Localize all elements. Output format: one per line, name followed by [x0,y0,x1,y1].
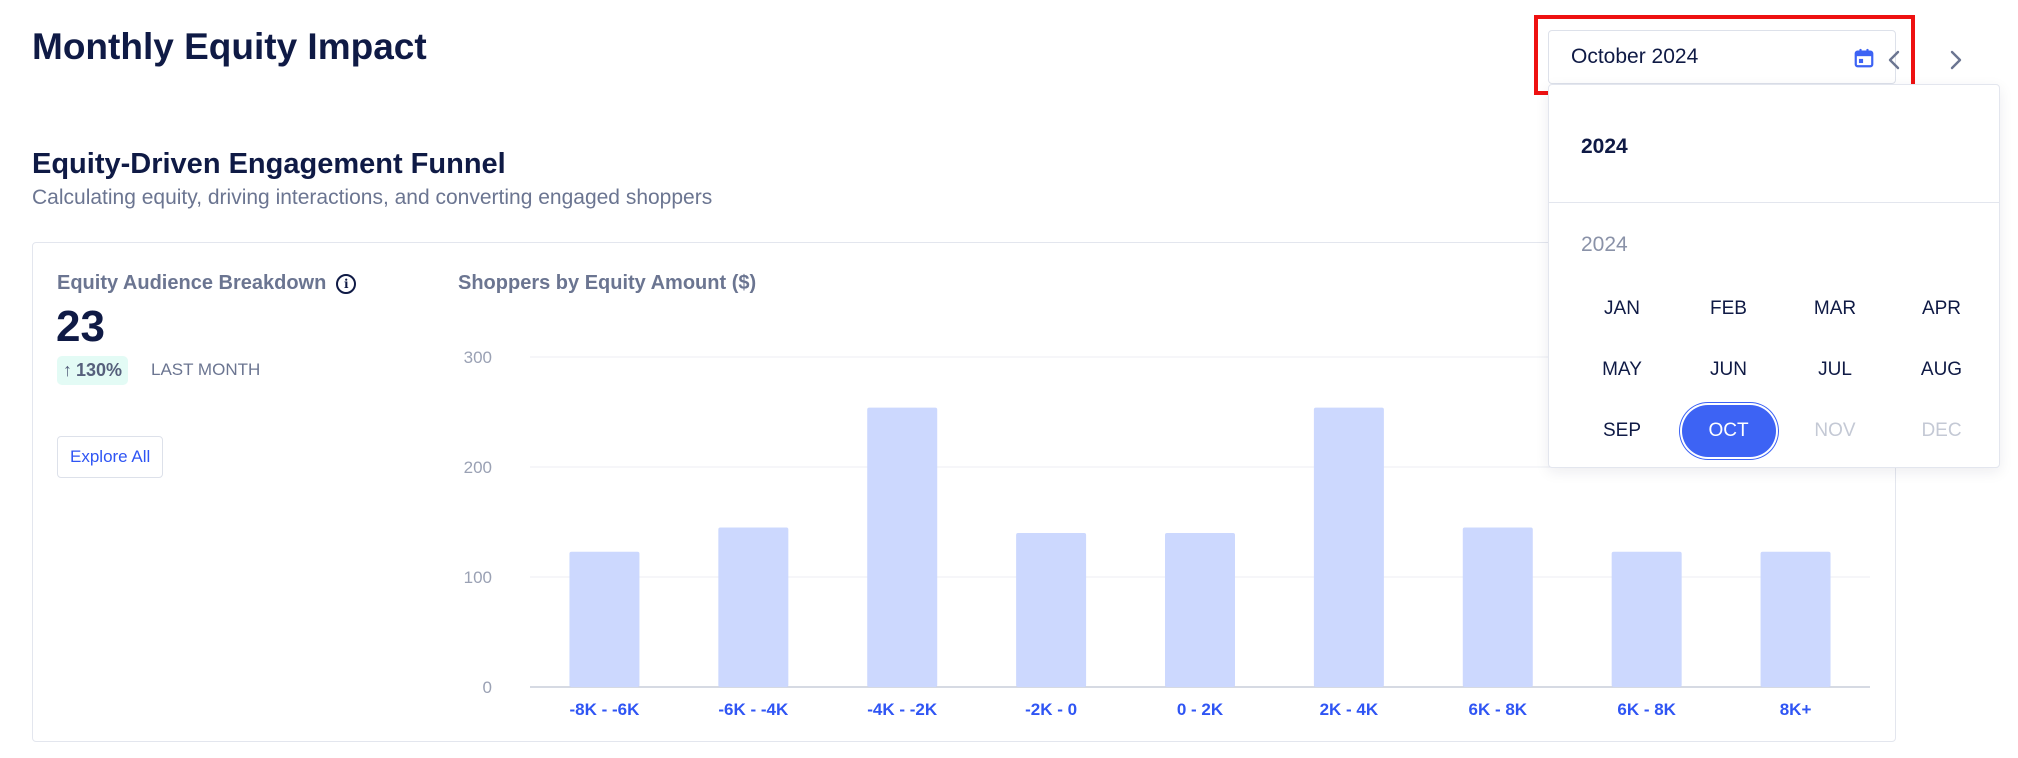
y-tick-label: 100 [464,568,492,587]
month-option-oct[interactable]: OCT [1681,405,1776,457]
month-option-aug[interactable]: AUG [1920,359,1963,380]
month-option-sep[interactable]: SEP [1602,420,1642,441]
month-option-may[interactable]: MAY [1602,359,1642,380]
breakdown-title-text: Equity Audience Breakdown [57,272,327,294]
calendar-icon[interactable] [1853,47,1875,69]
bar[interactable] [1016,533,1087,687]
bar[interactable] [1760,551,1831,687]
x-tick-label: 8K+ [1780,700,1812,719]
x-tick-label: -4K - -2K [867,700,938,719]
section-title: Equity-Driven Engagement Funnel [32,148,506,180]
picker-group-year: 2024 [1581,233,1628,256]
month-option-mar[interactable]: MAR [1813,298,1857,319]
month-option-jul[interactable]: JUL [1818,359,1852,380]
x-tick-label: 0 - 2K [1177,700,1224,719]
delta-value: 130% [76,360,123,380]
picker-header-year: 2024 [1581,135,1628,158]
y-tick-label: 200 [464,458,492,477]
bar[interactable] [1165,533,1235,687]
bar[interactable] [1611,551,1682,687]
x-tick-label: -8K - -6K [569,700,640,719]
month-option-jun[interactable]: JUN [1710,359,1747,380]
breakdown-title: Equity Audience Breakdown i [57,272,357,295]
month-option-dec: DEC [1921,420,1962,441]
next-year-button[interactable] [1940,44,1972,76]
bar[interactable] [1462,527,1533,688]
month-picker-dropdown: 2024 2024 JAN FEB MAR APR MAY JUN JUL AUG SEP OCT… [1548,84,2000,468]
chevron-left-icon [1888,50,1900,70]
bar[interactable] [718,527,789,688]
delta-badge: ↑ 130% [57,356,129,385]
y-tick-label: 0 [483,678,492,697]
explore-all-button[interactable]: Explore All [57,436,164,478]
month-picker-value: October 2024 [1571,45,1699,68]
month-option-feb[interactable]: FEB [1710,298,1747,319]
prev-year-button[interactable] [1878,44,1910,76]
y-tick-label: 300 [464,348,492,367]
month-picker-input[interactable]: October 2024 [1548,30,1896,84]
x-tick-label: 6K - 8K [1468,700,1527,719]
month-option-jan[interactable]: JAN [1604,298,1640,319]
shoppers-bar-chart: 0 100 200 300 -8K - -6K -6K - -4K -4K - -2K -2K… [464,348,1870,719]
month-option-apr[interactable]: APR [1921,298,1962,319]
picker-header: 2024 [1549,85,1999,203]
month-option-nov: NOV [1814,420,1856,441]
page-title: Monthly Equity Impact [32,26,427,67]
x-tick-label: -6K - -4K [718,700,789,719]
x-tick-label: 6K - 8K [1617,700,1676,719]
audience-count: 23 [56,302,105,351]
arrow-up-icon: ↑ [63,360,72,380]
chevron-right-icon [1950,50,1962,70]
bar[interactable] [1313,407,1384,687]
section-subtitle: Calculating equity, driving interactions… [32,186,713,209]
chart-title: Shoppers by Equity Amount ($) [458,272,757,294]
delta-caption: LAST MONTH [151,360,261,379]
x-tick-label: 2K - 4K [1320,700,1379,719]
info-icon[interactable]: i [336,273,357,294]
x-tick-label: -2K - 0 [1025,700,1077,719]
bar[interactable] [867,407,938,687]
bar[interactable] [569,551,640,687]
